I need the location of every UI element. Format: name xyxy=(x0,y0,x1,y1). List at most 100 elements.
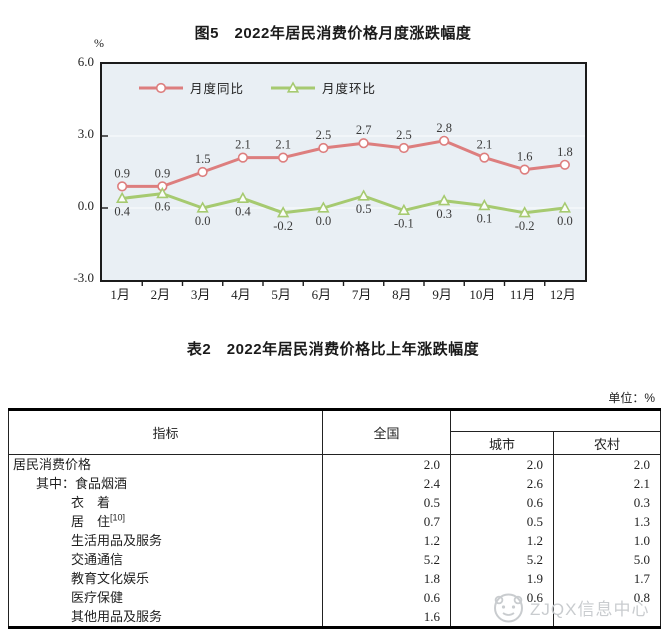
marker-triangle xyxy=(196,201,209,213)
series-line-月度同比 xyxy=(120,139,567,188)
data-label: 0.4 xyxy=(235,204,251,218)
marker-triangle xyxy=(437,194,451,206)
x-axis-label: 8月 xyxy=(392,287,412,302)
line-chart: 0.9 0.9 1.5 2.1 2.1 2.5 2.7 2.5 2.8 2.1 1.6 1.8 0.4 0… xyxy=(102,121,585,286)
marker-triangle xyxy=(276,206,290,218)
marker-triangle xyxy=(558,201,572,213)
data-label: 2.7 xyxy=(356,123,372,137)
indicator-cell: 居民消费价格 xyxy=(13,457,92,472)
rural-value-cell: 5.0 xyxy=(553,550,661,569)
national-value-cell: 5.2 xyxy=(322,550,451,569)
data-label: 0.5 xyxy=(356,202,372,216)
city-value-cell: 2.6 xyxy=(450,474,554,493)
indicator-cell: 交通通信 xyxy=(71,552,124,567)
rural-value-cell: 0.8 xyxy=(553,588,661,607)
national-value-cell: 1.6 xyxy=(322,607,451,628)
city-value-cell: 0.6 xyxy=(450,588,554,607)
indicator-cell: 居 住[10] xyxy=(71,512,126,529)
city-value-cell xyxy=(450,607,554,628)
table-row: 其中：食品烟酒 2.4 2.6 2.1 xyxy=(9,474,661,493)
indicator-cell: 教育文化娱乐 xyxy=(71,571,150,586)
marker-triangle xyxy=(317,201,330,213)
city-value-cell: 0.5 xyxy=(450,512,554,531)
rural-value-cell: 1.7 xyxy=(553,569,661,588)
national-value-cell: 2.0 xyxy=(322,454,451,474)
data-label: 2.1 xyxy=(235,138,251,152)
x-axis-label: 6月 xyxy=(311,287,332,302)
data-label: 0.0 xyxy=(557,214,573,228)
indicator-cell: 其他用品及服务 xyxy=(71,609,163,624)
marker-triangle xyxy=(478,198,491,211)
x-axis-label: 2月 xyxy=(150,287,171,302)
city-value-cell: 1.9 xyxy=(450,569,554,588)
marker-circle xyxy=(237,152,248,163)
data-label: 1.8 xyxy=(557,145,573,159)
marker-circle xyxy=(439,135,450,146)
data-label: 1.6 xyxy=(517,150,533,164)
data-label: 0.4 xyxy=(114,204,130,218)
x-axis-label: 1月 xyxy=(110,287,130,302)
data-label: 1.5 xyxy=(195,152,211,166)
data-label: 0.0 xyxy=(316,214,332,228)
data-label: -0.1 xyxy=(394,216,414,230)
rural-value-cell: 1.3 xyxy=(553,512,661,531)
table-header: 指标 全国 城市 农村 xyxy=(8,409,661,455)
chart-title: 图5 2022年居民消费价格月度涨跌幅度 xyxy=(194,25,472,42)
marker-triangle xyxy=(236,191,250,203)
data-label: 2.8 xyxy=(436,121,452,135)
y-axis-unit-label: % xyxy=(94,36,104,50)
marker-triangle xyxy=(115,191,129,203)
header-spacer xyxy=(450,409,661,432)
marker-circle xyxy=(358,138,369,149)
table-title: 表2 2022年居民消费价格比上年涨跌幅度 xyxy=(186,341,480,358)
marker-circle xyxy=(197,166,208,178)
marker-triangle xyxy=(156,186,169,199)
y-axis-label: 3.0 xyxy=(77,126,94,141)
national-value-cell: 0.5 xyxy=(322,493,451,512)
header-indicator: 指标 xyxy=(8,409,323,455)
table-row: 居 住[10] 0.7 0.5 1.3 xyxy=(9,512,661,531)
header-national: 全国 xyxy=(322,409,451,455)
legend-label: 月度同比 xyxy=(190,82,245,96)
marker-circle xyxy=(278,152,289,163)
header-rural: 农村 xyxy=(553,431,661,455)
x-axis-label: 12月 xyxy=(549,287,576,302)
data-label: 2.5 xyxy=(396,128,412,142)
indicator-cell: 医疗保健 xyxy=(71,590,124,605)
x-axis-label: 7月 xyxy=(351,287,372,302)
series-line-月度环比 xyxy=(120,192,567,215)
marker-triangle xyxy=(397,203,411,215)
marker-circle xyxy=(117,181,128,192)
rural-value-cell xyxy=(553,607,661,628)
city-value-cell: 2.0 xyxy=(450,454,554,474)
indicator-cell: 其中：食品烟酒 xyxy=(36,476,128,491)
x-axis-label: 5月 xyxy=(271,287,291,302)
cpi-table: 指标 全国 城市 农村 居民消费价格 2.0 2.0 2.0 其中：食品烟酒 2.4 2.6… xyxy=(8,408,661,629)
marker-circle xyxy=(398,142,409,154)
data-label: 2.1 xyxy=(477,138,493,152)
indicator-cell: 生活用品及服务 xyxy=(71,533,163,548)
data-label: 2.5 xyxy=(316,128,332,142)
legend-item: 月度环比 xyxy=(270,78,376,97)
x-axis-label: 3月 xyxy=(190,287,211,302)
marker-circle xyxy=(559,159,570,170)
national-value-cell: 0.7 xyxy=(322,512,451,531)
national-value-cell: 1.2 xyxy=(322,531,451,550)
data-label: -0.2 xyxy=(515,219,535,233)
header-city: 城市 xyxy=(450,431,554,455)
national-value-cell: 2.4 xyxy=(322,474,451,493)
rural-value-cell: 2.0 xyxy=(553,454,661,474)
marker-circle xyxy=(519,164,530,175)
legend-triangle-line-icon xyxy=(271,80,316,93)
marker-circle xyxy=(318,142,329,154)
city-value-cell: 5.2 xyxy=(450,550,554,569)
y-axis-label: 6.0 xyxy=(77,54,94,69)
legend-circle-line-icon xyxy=(139,82,183,93)
unit-label: 单位：% xyxy=(608,391,655,405)
legend-label: 月度环比 xyxy=(322,82,377,96)
data-label: 0.0 xyxy=(195,214,211,228)
rural-value-cell: 0.3 xyxy=(553,493,661,512)
table-row: 其他用品及服务 1.6 xyxy=(9,607,661,628)
legend-item: 月度同比 xyxy=(138,78,244,97)
